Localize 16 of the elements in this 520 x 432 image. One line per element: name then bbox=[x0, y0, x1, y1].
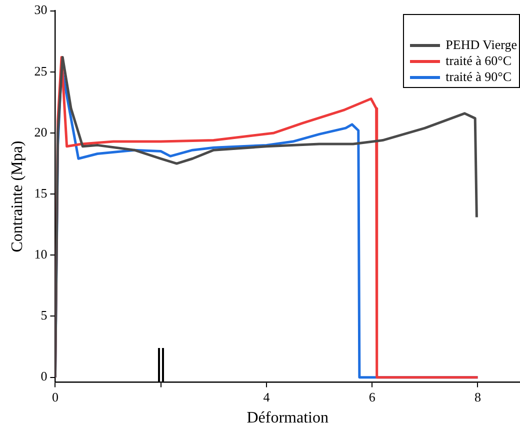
x-tick-label: 0 bbox=[52, 389, 58, 404]
x-axis-title: Déformation bbox=[246, 410, 328, 427]
x-tick-label: 8 bbox=[474, 389, 481, 404]
y-tick-label: 0 bbox=[40, 368, 48, 384]
legend-label: traité à 90°C bbox=[446, 69, 512, 85]
y-tick-label: 15 bbox=[34, 185, 48, 200]
legend-label: traité à 60°C bbox=[446, 53, 512, 69]
y-tick-label: 5 bbox=[40, 308, 48, 323]
y-tick-label: 30 bbox=[34, 2, 48, 18]
y-axis-title: Contrainte (Mpa) bbox=[8, 140, 26, 252]
y-tick-label: 25 bbox=[34, 63, 48, 78]
y-tick-label: 10 bbox=[34, 246, 48, 262]
y-tick-label: 20 bbox=[34, 124, 48, 140]
x-tick-label: 6 bbox=[368, 389, 376, 404]
legend-label: PEHD Vierge bbox=[446, 37, 517, 53]
x-tick-label: 4 bbox=[263, 389, 270, 404]
